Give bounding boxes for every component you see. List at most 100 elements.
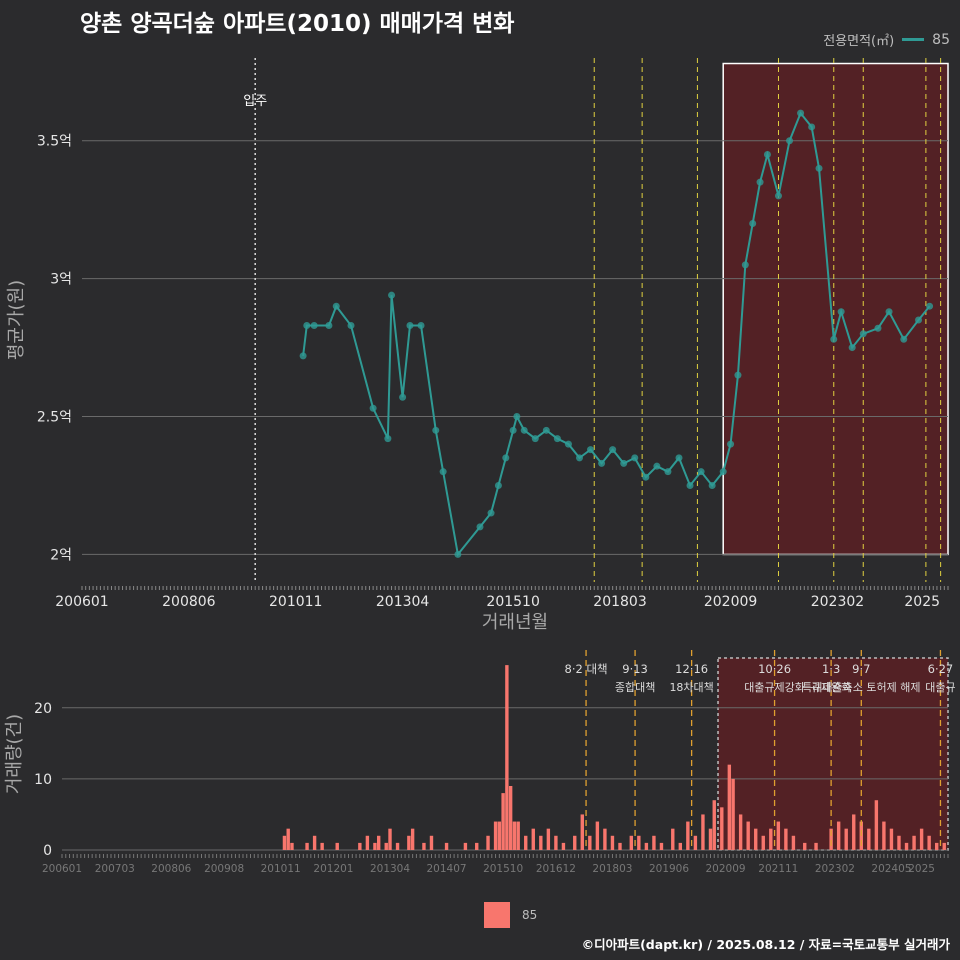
x-tick-label: 201304 <box>376 594 430 610</box>
volume-bar <box>497 821 502 850</box>
policy-label-name: 종합대책 <box>615 681 655 694</box>
volume-bar <box>384 842 388 850</box>
volume-x-tick-label: 202009 <box>706 863 746 875</box>
policy-label-date: 8·2 대책 <box>565 662 608 676</box>
volume-bar <box>629 835 633 850</box>
volume-bar <box>282 835 287 850</box>
price-point <box>299 352 307 360</box>
volume-x-tick-label: 202302 <box>815 863 855 875</box>
price-point <box>406 322 414 330</box>
policy-label-name: 18차대책 <box>669 681 713 694</box>
volume-bar <box>531 828 535 850</box>
volume-bar <box>761 835 765 850</box>
price-point <box>915 316 923 324</box>
volume-legend-entry: 85 <box>522 908 538 922</box>
volume-bar <box>776 821 781 850</box>
volume-highlight-box <box>717 657 949 851</box>
volume-x-tick-label: 201803 <box>592 863 632 875</box>
volume-x-tick-label: 2025 <box>908 863 935 875</box>
price-point <box>653 462 661 470</box>
volume-bar <box>373 842 377 850</box>
price-line <box>302 111 931 557</box>
volume-bar <box>335 842 339 850</box>
policy-label-name: 대출규제강화 <box>744 681 805 694</box>
volume-bar <box>618 842 622 850</box>
volume-y-axis-title: 거래량(건) <box>4 714 25 794</box>
volume-bar <box>377 835 381 850</box>
price-point <box>399 393 407 401</box>
price-point <box>487 509 495 517</box>
volume-x-tick-label: 201011 <box>261 863 301 875</box>
volume-bar <box>524 835 528 850</box>
price-point <box>708 481 716 489</box>
volume-bar <box>508 786 513 850</box>
x-tick-label: 201510 <box>486 594 539 610</box>
volume-bar <box>603 828 607 850</box>
x-tick-label: 200601 <box>55 594 108 610</box>
source-caption: ©디아파트(dapt.kr) / 2025.08.12 / 자료=국토교통부 실… <box>581 937 950 952</box>
volume-bar <box>290 842 294 850</box>
volume-bar <box>410 828 415 850</box>
volume-bar <box>422 842 426 850</box>
price-point <box>553 435 561 443</box>
volume-bar <box>429 835 434 850</box>
volume-x-tick-label: 200908 <box>204 863 244 875</box>
volume-bar <box>912 835 916 850</box>
price-point <box>900 335 908 343</box>
price-point <box>417 322 425 330</box>
price-point <box>727 440 735 448</box>
volume-bar <box>305 842 309 850</box>
volume-bar <box>444 842 449 850</box>
volume-bar <box>671 828 675 850</box>
volume-bar <box>784 828 788 850</box>
volume-bar <box>927 835 931 850</box>
policy-label-name: 규제완화 <box>811 681 851 694</box>
price-point <box>325 322 333 330</box>
price-point <box>509 426 517 434</box>
volume-x-tick-label: 200806 <box>151 863 191 875</box>
x-tick-label: 202302 <box>811 594 864 610</box>
volume-bar <box>610 835 615 850</box>
price-point <box>502 454 510 462</box>
volume-bar <box>701 814 705 850</box>
volume-bar <box>693 835 698 850</box>
price-point <box>587 446 595 454</box>
volume-bar <box>486 835 490 850</box>
price-point <box>786 137 794 145</box>
volume-bar <box>588 835 592 850</box>
price-point <box>756 178 764 186</box>
volume-y-tick-label: 20 <box>34 701 52 717</box>
volume-bar <box>407 835 411 850</box>
volume-bar <box>882 821 886 850</box>
price-point <box>564 440 572 448</box>
volume-bar <box>738 814 743 850</box>
volume-legend: 85 <box>484 902 537 928</box>
volume-bar <box>546 828 551 850</box>
volume-bar <box>505 665 509 850</box>
y-tick-label: 2억 <box>50 547 72 563</box>
volume-x-tick-label: 202111 <box>758 863 798 875</box>
volume-chart: 0 10 20 200601 200703 200806 200908 201011 20120… <box>4 650 956 875</box>
price-point <box>885 308 893 316</box>
volume-bar <box>942 842 946 850</box>
volume-bar <box>934 842 939 850</box>
price-point <box>848 344 856 352</box>
x-tick-label: 2025 <box>904 594 940 610</box>
volume-bar <box>516 821 520 850</box>
volume-bar <box>388 828 392 850</box>
volume-x-tick-label: 201407 <box>427 863 467 875</box>
volume-bar <box>475 842 479 850</box>
volume-bar <box>539 835 543 850</box>
price-legend: 전용면적(㎡) 85 <box>823 30 950 50</box>
price-point <box>439 468 447 476</box>
chart-title: 양촌 양곡더숲 아파트(2010) 매매가격 변화 <box>80 11 515 37</box>
price-point <box>575 454 583 462</box>
volume-bar <box>897 835 901 850</box>
volume-bar <box>561 842 566 850</box>
volume-x-tick-label: 200703 <box>95 863 135 875</box>
policy-label-name: 특례대출축소 토허제 해제 <box>802 680 920 694</box>
price-point <box>874 324 882 332</box>
y-tick-label: 3.5억 <box>37 134 72 150</box>
price-point <box>620 459 628 467</box>
